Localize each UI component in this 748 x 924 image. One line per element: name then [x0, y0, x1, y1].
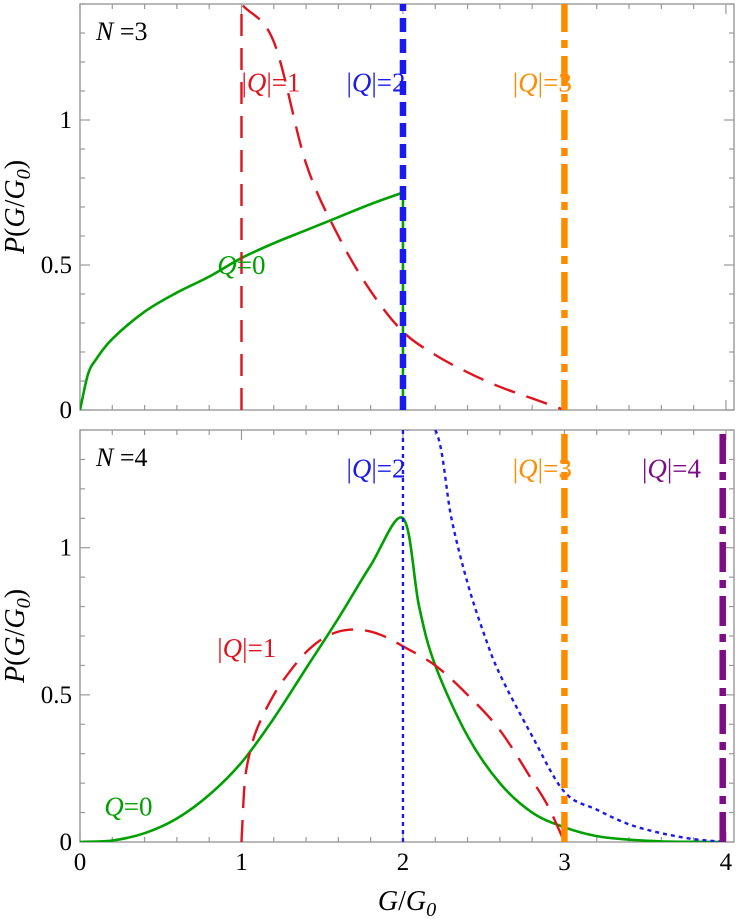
series-label-q-0: Q=0: [217, 250, 265, 280]
series-line-q-2: [401, 430, 727, 842]
series-line-q-1: [240, 628, 566, 842]
series-label-q-3: |Q|=3: [513, 67, 572, 97]
series-label-q-1: |Q|=1: [241, 67, 300, 97]
series-label-q-1: |Q|=1: [217, 633, 276, 663]
series-line-q-0: [80, 191, 405, 410]
series-label-q-0: Q=0: [104, 792, 152, 822]
chart-panel-2: 0 0.5 1 0 1 2 3 4 Q=0 |Q|=1 |Q|=2 |Q|=3 |Q|=4 N =4 P(G…: [0, 429, 735, 921]
series-label-q-2: |Q|=2: [346, 453, 405, 483]
y-tick-label: 1: [60, 107, 73, 134]
y-tick-label: 1: [60, 535, 73, 562]
series-label-q-2: |Q|=2: [346, 67, 405, 97]
plot-frame: [79, 3, 735, 411]
panel-label: N =4: [95, 443, 148, 472]
x-axis-label: G/G0​: [378, 886, 436, 921]
plot-frame: [79, 429, 735, 843]
series-label-q-4: |Q|=4: [642, 453, 702, 483]
y-tick-label: 0: [60, 397, 73, 424]
panel-label: N =3: [95, 17, 148, 46]
x-tick-label: 0: [74, 849, 87, 876]
y-tick-label: 0: [60, 829, 73, 856]
x-tick-label: 1: [235, 849, 248, 876]
x-tick-label: 2: [397, 849, 410, 876]
series-label-q-3: |Q|=3: [513, 453, 572, 483]
x-tick-label: 3: [558, 849, 571, 876]
y-axis-label: P(G/G0​): [0, 589, 35, 684]
series-group: [80, 4, 568, 410]
y-tick-label: 0.5: [41, 252, 72, 279]
series-line-q-1: [240, 4, 565, 410]
y-tick-label: 0.5: [41, 682, 72, 709]
series-line-q-0: [80, 516, 726, 842]
y-axis-label: P(G/G0​): [0, 160, 35, 255]
chart-panel-1: 0 0.5 1 Q=0 |Q|=1 |Q|=2 |Q|=3 N =3 P(G/G0​): [0, 3, 735, 424]
series-group: [80, 430, 727, 842]
x-tick-label: 4: [720, 849, 733, 876]
